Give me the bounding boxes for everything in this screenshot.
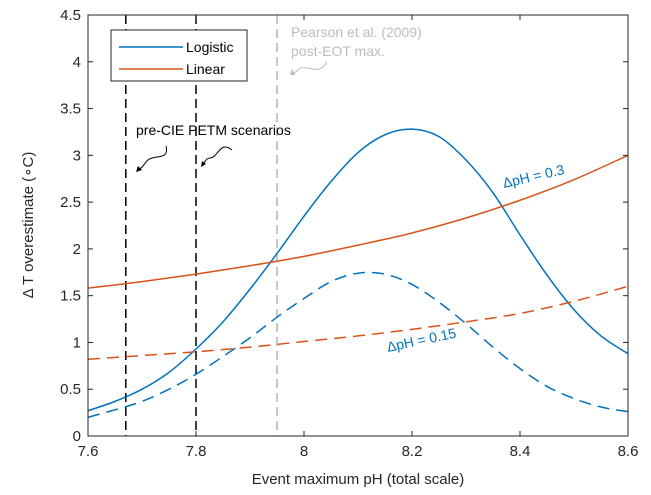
y-tick-label: 4.5 [60,7,81,24]
series-linear-solid [88,154,628,289]
x-tick-label: 8.4 [510,443,531,460]
x-tick-label: 7.6 [78,443,99,460]
series-logistic-dashed [88,271,628,419]
y-tick-label: 0 [73,428,81,445]
y-tick-label: 1.5 [60,288,81,305]
x-tick-label: 8.2 [402,443,423,460]
y-axis-label: Δ T overestimate (∘C) [20,152,37,299]
series-linear-dashed [88,285,628,361]
pearson-arrow [290,61,328,75]
x-tick-label: 8 [300,443,308,460]
y-tick-label: 2.5 [60,194,81,211]
legend-label-logistic: Logistic [186,39,233,55]
x-axis-label: Event maximum pH (total scale) [252,471,465,488]
legend: Logistic Linear [110,29,248,82]
pre-cie-annotation: pre-CIE PETM scenarios [136,122,291,172]
y-tick-label: 1 [73,334,81,351]
pre-cie-annotation-label: pre-CIE PETM scenarios [136,122,291,138]
pre-cie-arrow-left [138,145,168,170]
pearson-annotation-line2: post-EOT max. [291,43,385,59]
pearson-annotation-line1: Pearson et al. (2009) [291,24,422,40]
y-tick-label: 0.5 [60,381,81,398]
pearson-annotation: Pearson et al. (2009) post-EOT max. [290,24,422,75]
plot-frame [87,14,629,437]
y-tick-label: 3.5 [60,101,81,118]
reference-lines [125,15,278,436]
pre-cie-arrow-right [203,146,233,164]
y-tick-label: 3 [73,147,81,164]
dph-0-15-label: ΔpH = 0.15 [385,325,457,355]
series-logistic-solid [88,128,628,412]
legend-box [110,29,248,82]
x-axis-ticks: 7.6 7.8 8 8.2 8.4 8.6 [78,15,639,460]
pearson-arrowhead [290,69,295,75]
series-lines [88,128,628,419]
pre-cie-arrowhead-right [201,161,206,167]
x-tick-label: 8.6 [618,443,639,460]
x-tick-label: 7.8 [186,443,207,460]
y-tick-label: 2 [73,241,81,258]
legend-label-linear: Linear [186,61,225,77]
y-tick-label: 4 [73,54,81,71]
pre-cie-arrowhead-left [136,166,142,172]
y-axis-ticks: 0 0.5 1 1.5 2 2.5 3 3.5 4 4.5 [60,7,628,445]
